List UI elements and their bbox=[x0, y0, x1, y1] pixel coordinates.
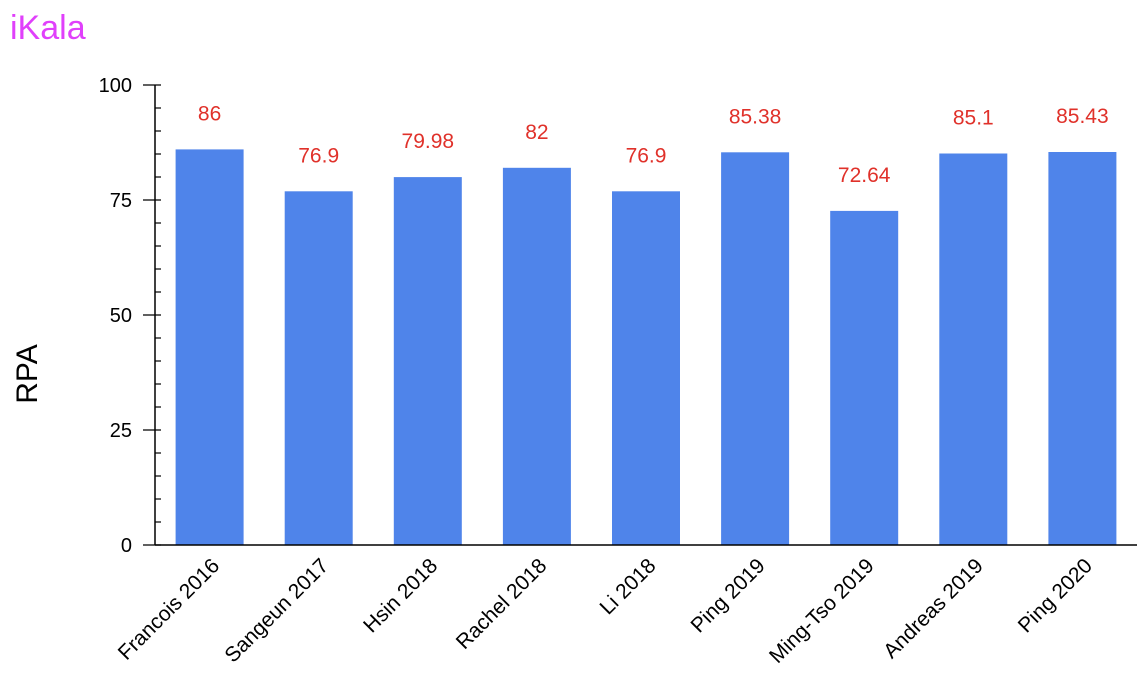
bar bbox=[502, 167, 571, 546]
data-label: 72.64 bbox=[838, 164, 891, 187]
data-label: 79.98 bbox=[402, 130, 455, 153]
x-tick-label: Sangeun 2017 bbox=[220, 554, 333, 667]
data-label: 76.9 bbox=[626, 144, 667, 167]
bar bbox=[175, 149, 244, 545]
x-tick-label: Ping 2019 bbox=[686, 554, 769, 637]
x-tick-label: Hsin 2018 bbox=[359, 554, 442, 637]
y-axis: 0 25 50 75 100 bbox=[99, 75, 161, 557]
bar bbox=[721, 152, 790, 546]
y-tick-label: 75 bbox=[110, 190, 132, 212]
y-tick-label: 50 bbox=[110, 305, 132, 327]
y-tick-label: 25 bbox=[110, 420, 132, 442]
y-tick-label: 100 bbox=[99, 75, 132, 97]
bar bbox=[830, 210, 899, 545]
x-tick-label: Andreas 2019 bbox=[879, 554, 988, 663]
data-label: 85.1 bbox=[953, 107, 994, 130]
bar bbox=[939, 153, 1008, 545]
bars-group bbox=[175, 149, 1117, 546]
data-label: 85.43 bbox=[1056, 105, 1109, 128]
data-label: 76.9 bbox=[298, 144, 339, 167]
data-label: 85.38 bbox=[729, 105, 782, 128]
x-tick-label: Francois 2016 bbox=[114, 554, 224, 664]
bar bbox=[393, 177, 462, 545]
chart-title: iKala bbox=[10, 9, 86, 47]
data-labels-group: 86 76.9 79.98 82 76.9 85.38 72.64 85.1 85.43 bbox=[198, 102, 1109, 186]
x-tick-label: Ming-Tso 2019 bbox=[765, 554, 879, 668]
x-tick-label: Rachel 2018 bbox=[452, 554, 552, 654]
bar bbox=[612, 191, 680, 546]
data-label: 86 bbox=[198, 102, 221, 125]
bar bbox=[284, 191, 353, 546]
y-axis-label: RPA bbox=[11, 344, 44, 403]
bar bbox=[1048, 152, 1117, 545]
data-label: 82 bbox=[525, 121, 548, 144]
x-tick-label: Li 2018 bbox=[596, 554, 661, 619]
y-tick-label: 0 bbox=[121, 535, 132, 557]
x-tick-label: Ping 2020 bbox=[1014, 554, 1097, 637]
